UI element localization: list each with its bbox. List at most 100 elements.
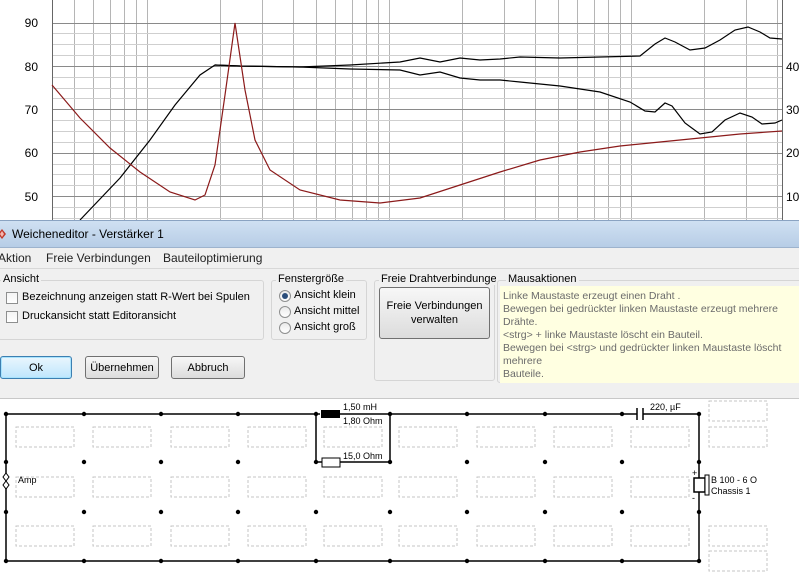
radio-ansicht-mittel[interactable]	[279, 306, 291, 318]
speaker-symbol[interactable]	[693, 477, 706, 493]
empty-component-slot[interactable]	[708, 525, 768, 547]
empty-component-slot[interactable]	[553, 476, 613, 498]
empty-component-slot[interactable]	[170, 426, 230, 448]
inductor-value-label: 1,50 mH	[343, 402, 377, 412]
help-line: Bewegen bei gedrückter linken Maustaste …	[503, 303, 778, 315]
spl-curve-lower	[214, 64, 783, 135]
checkbox-druckansicht[interactable]	[6, 311, 18, 323]
empty-component-slot[interactable]	[323, 476, 383, 498]
amp-label: Amp	[18, 475, 37, 485]
right-tick-label: 20	[786, 146, 799, 160]
empty-component-slot[interactable]	[708, 426, 768, 448]
crossover-editor-canvas[interactable]: 1,50 mH 1,80 Ohm 15,0 Ohm 220, µF Amp + …	[0, 398, 799, 575]
resistor-symbol[interactable]	[321, 457, 341, 468]
empty-component-slot[interactable]	[92, 426, 152, 448]
empty-component-slot[interactable]	[323, 426, 383, 448]
empty-component-slot[interactable]	[553, 525, 613, 547]
radio-ansicht-mittel-label[interactable]: Ansicht mittel	[294, 305, 360, 317]
right-tick-label: 10	[786, 190, 799, 204]
empty-component-slot[interactable]	[15, 426, 75, 448]
manage-connections-label-1: Freie Verbindungen	[386, 300, 483, 312]
left-tick-label: 80	[25, 60, 39, 74]
left-tick-label: 60	[25, 146, 39, 160]
menu-item-bauteiloptimierung[interactable]: Bauteiloptimierung	[163, 251, 263, 265]
grid-node[interactable]	[158, 509, 164, 515]
help-line: <strg> + linke Maustaste löscht ein Baut…	[503, 329, 703, 341]
grid-node[interactable]	[464, 459, 470, 465]
apply-button[interactable]: Übernehmen	[85, 356, 159, 379]
help-line: Bewegen bei <strg> und gedrückter linken…	[503, 342, 782, 354]
grid-node[interactable]	[81, 509, 87, 515]
mouse-actions-help: Linke Maustaste erzeugt einen Draht . Be…	[500, 286, 799, 383]
options-panel: Ansicht Bezeichnung anzeigen statt R-Wer…	[0, 269, 799, 398]
speaker-name-label: B 100 - 6 O	[711, 475, 757, 485]
empty-component-slot[interactable]	[553, 426, 613, 448]
empty-component-slot[interactable]	[15, 525, 75, 547]
help-line: mehrere	[503, 355, 543, 367]
menu-item-freie-verbindungen[interactable]: Freie Verbindungen	[46, 251, 151, 265]
fenstergroesse-group: Fenstergröße	[271, 273, 367, 340]
grid-node[interactable]	[542, 459, 548, 465]
amp-terminals[interactable]	[2, 472, 10, 490]
inductor-symbol[interactable]	[321, 410, 340, 418]
help-line: Bauteile.	[503, 368, 544, 380]
empty-component-slot[interactable]	[398, 426, 458, 448]
grid-nodes	[3, 411, 702, 564]
empty-component-slot[interactable]	[398, 476, 458, 498]
empty-component-slot[interactable]	[247, 476, 307, 498]
left-tick-label: 90	[25, 16, 39, 30]
empty-component-slot[interactable]	[15, 476, 75, 498]
empty-component-slot[interactable]	[708, 400, 768, 422]
drahtverbindung-legend: Freie Drahtverbindunge	[379, 273, 496, 285]
radio-ansicht-klein-label[interactable]: Ansicht klein	[294, 289, 356, 301]
grid-node[interactable]	[387, 509, 393, 515]
empty-component-slot[interactable]	[92, 525, 152, 547]
inductor-resistance-label: 1,80 Ohm	[343, 416, 383, 426]
empty-component-slot[interactable]	[476, 476, 536, 498]
circuit-wires	[5, 413, 700, 562]
empty-component-slot[interactable]	[170, 476, 230, 498]
checkbox-bezeichnung[interactable]	[6, 292, 18, 304]
grid-node[interactable]	[235, 459, 241, 465]
empty-component-slot[interactable]	[247, 426, 307, 448]
empty-component-slot[interactable]	[476, 426, 536, 448]
capacitor-value-label: 220, µF	[650, 402, 681, 412]
left-axis-labels: 90 80 70 60 50	[25, 16, 39, 204]
cancel-button[interactable]: Abbruch	[171, 356, 245, 379]
empty-component-slot[interactable]	[323, 525, 383, 547]
empty-component-slot[interactable]	[630, 476, 690, 498]
grid-node[interactable]	[313, 509, 319, 515]
speaker-chassis-label: Chassis 1	[711, 486, 751, 496]
empty-component-slot[interactable]	[630, 525, 690, 547]
empty-component-slot[interactable]	[630, 426, 690, 448]
grid-node[interactable]	[81, 459, 87, 465]
grid-node[interactable]	[464, 509, 470, 515]
checkbox-druckansicht-label[interactable]: Druckansicht statt Editoransicht	[22, 310, 177, 322]
grid-node[interactable]	[542, 509, 548, 515]
menu-item-aktion[interactable]: Aktion	[0, 251, 32, 265]
right-tick-label: 30	[786, 103, 799, 117]
left-tick-label: 50	[25, 190, 39, 204]
manage-connections-label-2: verwalten	[410, 314, 459, 326]
empty-component-slot[interactable]	[92, 476, 152, 498]
grid-node[interactable]	[235, 509, 241, 515]
empty-component-slot[interactable]	[708, 550, 768, 572]
empty-component-slot[interactable]	[476, 525, 536, 547]
grid-node[interactable]	[158, 459, 164, 465]
radio-ansicht-gross[interactable]	[279, 322, 291, 334]
ok-button[interactable]: Ok	[0, 356, 72, 379]
empty-component-slot[interactable]	[398, 525, 458, 547]
empty-component-slot[interactable]	[247, 525, 307, 547]
window-titlebar[interactable]: Weicheneditor - Verstärker 1	[0, 220, 799, 248]
checkbox-bezeichnung-label[interactable]: Bezeichnung anzeigen statt R-Wert bei Sp…	[22, 291, 250, 303]
radio-ansicht-klein[interactable]	[279, 290, 291, 302]
empty-component-slot[interactable]	[170, 525, 230, 547]
fenstergroesse-legend: Fenstergröße	[276, 273, 347, 285]
radio-ansicht-gross-label[interactable]: Ansicht groß	[294, 321, 356, 333]
component-slots	[15, 400, 768, 572]
speaker-cone	[704, 474, 710, 496]
capacitor-symbol[interactable]	[636, 408, 644, 420]
grid-node[interactable]	[619, 459, 625, 465]
manage-connections-button[interactable]: Freie Verbindungen verwalten	[379, 287, 490, 339]
grid-node[interactable]	[619, 509, 625, 515]
